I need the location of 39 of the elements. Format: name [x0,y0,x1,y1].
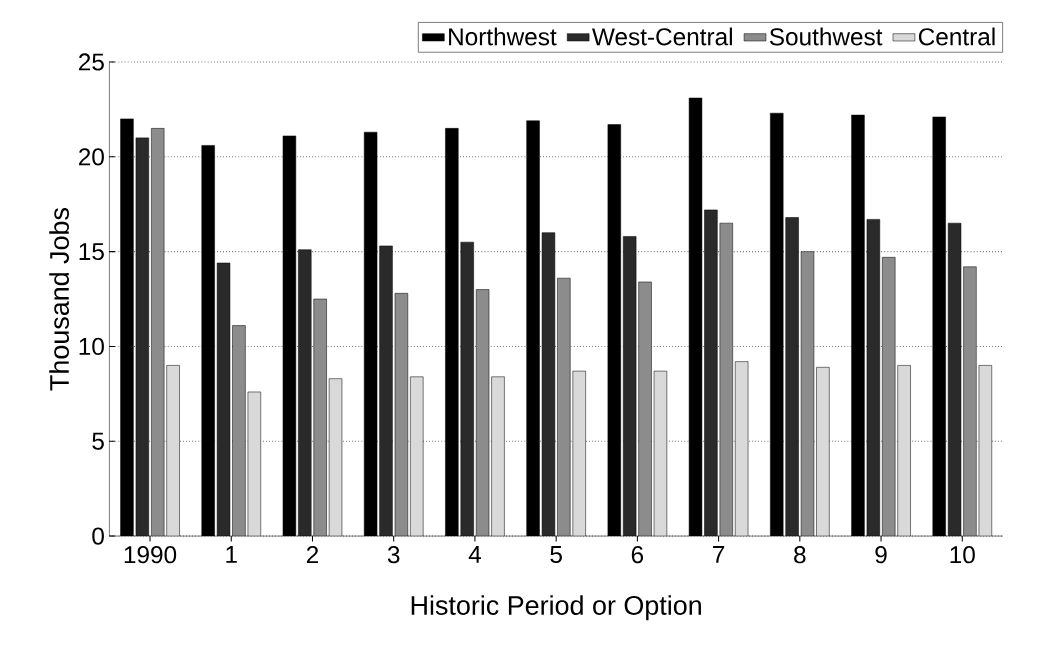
x-tick-label: 6 [631,545,644,564]
bar [963,266,977,536]
y-tick-label: 25 [79,53,104,71]
bar [313,298,327,536]
bar [166,365,180,536]
x-tick-label: 7 [713,545,725,563]
bar [816,367,830,536]
x-tick-label: 5 [550,545,562,563]
x-axis-title: Historic Period or Option [411,595,701,621]
bar [557,278,571,536]
bar [638,281,652,536]
x-tick-label: 1990 [124,545,177,564]
bar [785,217,799,536]
y-tick-label: 10 [79,337,104,355]
legend-label: Northwest [449,27,557,46]
x-tick-label: 9 [875,545,887,564]
y-tick-label: 20 [79,148,104,166]
x-tick-label: 3 [387,545,400,564]
x-tick-label: 1 [226,545,237,563]
bar [379,245,393,536]
bar [298,249,312,536]
y-tick-label: 5 [92,432,104,450]
bar [460,241,474,536]
bar [704,209,718,536]
x-tick-label: 4 [468,545,481,563]
bar [572,370,586,536]
legend-label: Central [918,27,995,46]
bar [491,376,505,536]
bar [410,376,424,536]
x-tick-label: 2 [306,545,319,563]
y-axis-title: Thousand Jobs [49,207,69,391]
y-tick-label: 15 [79,242,104,260]
legend-label: Southwest [769,27,883,46]
bar [232,325,246,536]
x-tick-label: 10 [950,545,975,564]
bar [897,365,911,536]
x-tick-label: 8 [794,545,806,564]
y-tick-label: 0 [92,527,104,545]
legend-label: West-Central [592,27,732,46]
